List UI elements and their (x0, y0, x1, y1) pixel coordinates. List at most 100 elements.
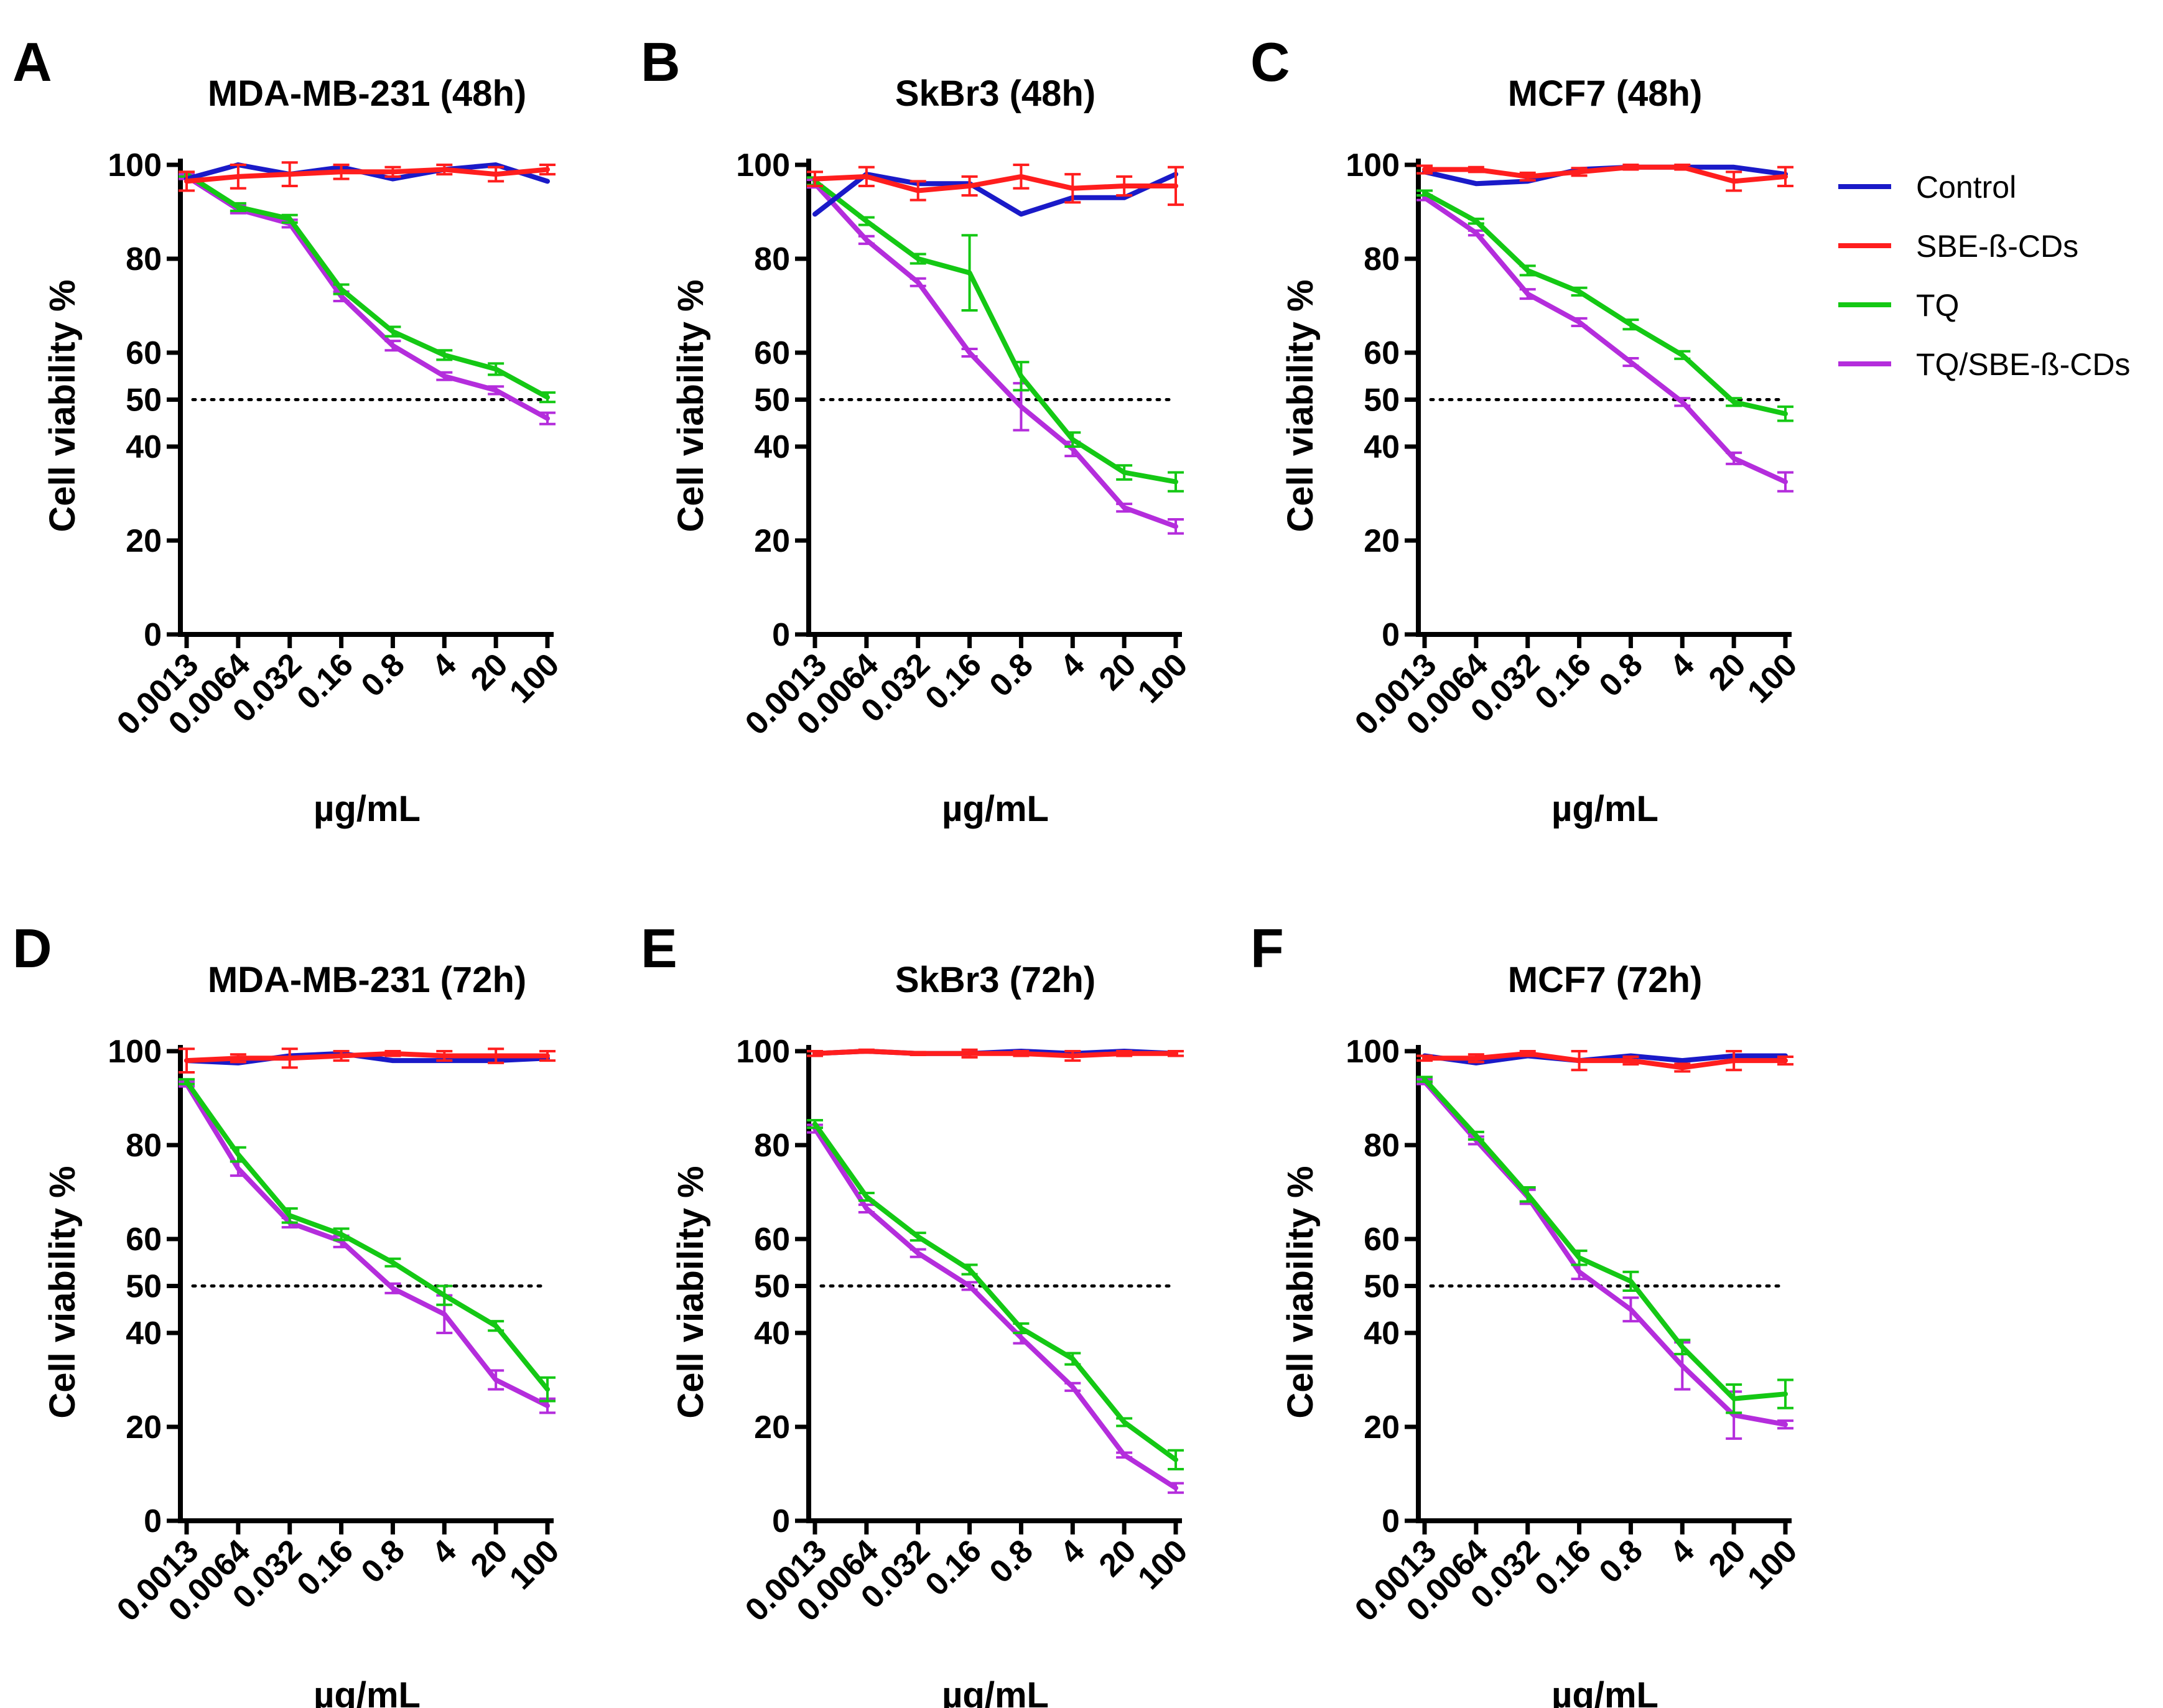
legend-item: Control (1838, 170, 2016, 205)
legend-item: TQ/SBE-ß-CDs (1838, 347, 2130, 382)
y-axis-label: Cell viability % (671, 1166, 711, 1418)
series-line (1422, 195, 1788, 485)
data-point (546, 416, 549, 420)
data-point (391, 170, 395, 174)
series-line (812, 174, 1178, 193)
legend-label: TQ/SBE-ß-CDs (1916, 347, 2130, 382)
x-tick-label: 100 (1131, 1533, 1194, 1596)
y-tick-label: 80 (754, 241, 790, 277)
x-tick-label: 4 (1663, 646, 1701, 685)
data-point (1019, 174, 1023, 179)
data-point (1122, 1051, 1127, 1056)
x-tick-label: 100 (1131, 646, 1194, 710)
y-axis-label: Cell viability % (1280, 1166, 1321, 1418)
data-point (1019, 404, 1023, 409)
x-tick-label: 0.8 (983, 646, 1040, 703)
data-point (1071, 437, 1075, 442)
data-point (494, 172, 498, 177)
panel-title: SkBr3 (48h) (895, 73, 1095, 114)
data-point (1680, 400, 1685, 404)
data-point (1122, 195, 1127, 200)
series-line (184, 174, 550, 421)
y-tick-label: 20 (754, 523, 790, 559)
x-tick-label: 0.8 (1593, 1533, 1650, 1590)
panel-title: MCF7 (48h) (1508, 73, 1703, 114)
x-tick-label: 4 (1053, 646, 1092, 685)
data-point (1423, 195, 1426, 200)
y-tick-label: 0 (1382, 617, 1400, 653)
y-tick-label: 100 (1346, 147, 1400, 183)
data-point (1784, 1423, 1787, 1427)
data-point (1071, 447, 1075, 451)
panel-letter: D (12, 917, 52, 979)
data-point (1577, 1059, 1581, 1063)
data-point (1784, 412, 1787, 416)
x-tick-label: 0.8 (983, 1533, 1040, 1590)
data-point (967, 1284, 972, 1288)
data-point (864, 219, 868, 223)
data-point (391, 330, 395, 334)
y-tick-label: 80 (754, 1128, 790, 1164)
data-point (546, 1387, 549, 1391)
series-line (812, 1126, 1178, 1491)
y-tick-label: 60 (1364, 1222, 1400, 1258)
panel-letter: B (641, 31, 681, 93)
data-point (916, 280, 920, 284)
y-tick-label: 40 (126, 429, 162, 465)
x-tick-label: 0.16 (290, 646, 360, 717)
data-point (1019, 1335, 1023, 1340)
y-tick-label: 50 (754, 1269, 790, 1305)
data-point (1474, 1133, 1478, 1138)
data-point (1423, 1077, 1426, 1082)
x-tick-label: 4 (425, 646, 463, 685)
data-point (1680, 353, 1685, 357)
data-point (1784, 174, 1787, 179)
data-point (813, 1051, 817, 1056)
x-tick-label: 100 (503, 646, 566, 710)
y-tick-label: 20 (754, 1409, 790, 1446)
data-point (1122, 1420, 1127, 1424)
data-point (391, 1286, 395, 1291)
data-point (1732, 400, 1736, 404)
series-line (812, 179, 1178, 485)
panel-letter: A (12, 31, 52, 93)
data-point (1474, 219, 1478, 223)
data-point (1019, 1051, 1023, 1056)
data-point (1629, 322, 1633, 327)
series-sbe-cds (179, 161, 556, 192)
y-tick-label: 100 (108, 147, 162, 183)
data-point (1474, 167, 1478, 172)
data-point (287, 216, 292, 221)
data-point (1525, 268, 1530, 272)
series-line (1422, 190, 1788, 417)
x-tick-label: 0.8 (1593, 646, 1650, 703)
data-point (1732, 179, 1736, 183)
y-tick-label: 60 (126, 335, 162, 371)
data-point (494, 388, 498, 392)
x-axis-label: µg/mL (1551, 789, 1658, 829)
data-point (1122, 1453, 1127, 1457)
series-line (184, 167, 550, 184)
series-line (184, 1079, 550, 1392)
y-axis-label: Cell viability % (42, 279, 83, 532)
x-tick-label: 0.16 (918, 1533, 988, 1603)
data-point (1071, 186, 1075, 190)
y-tick-label: 80 (1364, 1128, 1400, 1164)
data-point (967, 271, 972, 275)
data-point (236, 1153, 240, 1157)
data-point (1680, 1065, 1685, 1070)
data-point (391, 1051, 395, 1056)
y-tick-label: 40 (1364, 1316, 1400, 1352)
data-point (864, 174, 868, 179)
legend-label: SBE-ß-CDs (1916, 229, 2078, 264)
data-point (1122, 506, 1127, 510)
y-tick-label: 50 (754, 383, 790, 419)
data-point (1071, 1357, 1075, 1361)
series-line (812, 1121, 1178, 1462)
data-point (916, 188, 920, 193)
y-tick-label: 60 (1364, 335, 1400, 371)
x-tick-label: 0.8 (355, 1533, 412, 1590)
data-point (813, 1122, 817, 1126)
